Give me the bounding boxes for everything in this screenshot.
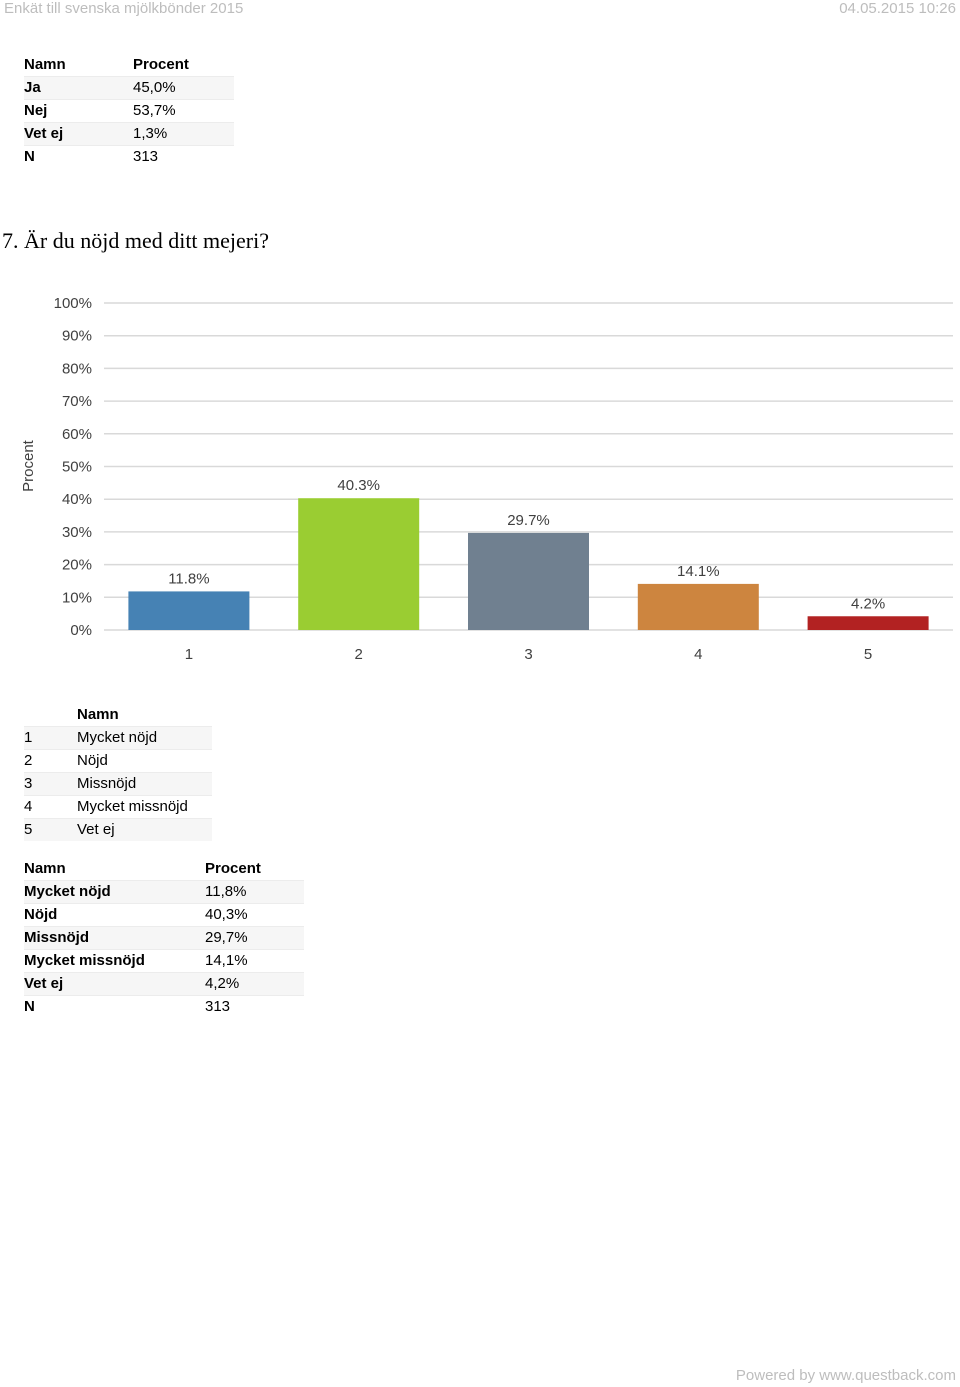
y-tick-label: 80%: [62, 360, 92, 377]
legend-row: 3 Missnöjd: [24, 772, 212, 796]
data-label: 4.2%: [851, 595, 885, 612]
bar: [128, 591, 250, 630]
category-legend-table: Namn 1 Mycket nöjd 2 Nöjd 3 Missnöjd 4 M…: [24, 704, 212, 841]
column-header-name: Namn: [24, 56, 66, 73]
legend-name: Mycket nöjd: [77, 726, 212, 750]
data-label: 14.1%: [677, 563, 720, 580]
legend-row: 4 Mycket missnöjd: [24, 795, 212, 819]
x-tick-label: 1: [185, 646, 193, 663]
column-header-percent: Procent: [133, 56, 189, 73]
results-table: Namn Procent Mycket nöjd 11,8% Nöjd 40,3…: [24, 858, 304, 1018]
row-value: 313: [205, 995, 304, 1018]
bar: [468, 532, 589, 630]
legend-num: 5: [24, 818, 77, 841]
row-name: Mycket missnöjd: [24, 949, 205, 973]
data-label: 11.8%: [168, 570, 209, 587]
row-value: 40,3%: [205, 903, 304, 927]
row-value: 14,1%: [205, 949, 304, 973]
y-axis-label: Procent: [20, 439, 37, 492]
table-row: N 313: [24, 995, 304, 1018]
data-label: 29.7%: [507, 512, 550, 529]
legend-num: 1: [24, 726, 77, 750]
table-row: N 313: [24, 145, 234, 168]
table-row: Vet ej 4,2%: [24, 972, 304, 996]
table-row: Ja 45,0%: [24, 76, 234, 100]
row-name: N: [24, 145, 133, 168]
question-title: 7. Är du nöjd med ditt mejeri?: [2, 228, 269, 253]
table-row: Nej 53,7%: [24, 99, 234, 123]
footer-credit: Powered by www.questback.com: [735, 1367, 956, 1384]
row-value: 4,2%: [205, 972, 304, 996]
y-tick-label: 10%: [62, 589, 92, 606]
table-row: Vet ej 1,3%: [24, 122, 234, 146]
bar-chart: 0% 10% 20% 30% 40% 50% 60% 70% 80% 90% 100% Procen…: [20, 295, 953, 663]
row-value: 29,7%: [205, 926, 304, 950]
legend-name: Mycket missnöjd: [77, 795, 212, 819]
row-value: 45,0%: [133, 76, 234, 100]
row-name: Vet ej: [24, 122, 133, 146]
legend-num: 2: [24, 749, 77, 773]
x-tick-label: 5: [864, 646, 872, 663]
bar: [807, 616, 929, 630]
previous-results-table: Namn Procent Ja 45,0% Nej 53,7% Vet ej 1…: [24, 54, 234, 168]
row-name: Ja: [24, 76, 133, 100]
row-name: Missnöjd: [24, 926, 205, 950]
legend-header-name: Namn: [77, 706, 119, 723]
x-tick-label: 4: [694, 646, 702, 663]
row-name: Nöjd: [24, 903, 205, 927]
row-name: N: [24, 995, 205, 1018]
bars: [128, 498, 929, 630]
x-axis-ticks: 1 2 3 4 5: [185, 646, 873, 663]
row-value: 11,8%: [205, 880, 304, 904]
y-tick-label: 70%: [62, 393, 92, 410]
bar: [637, 583, 759, 630]
y-tick-label: 20%: [62, 557, 92, 574]
y-tick-label: 0%: [70, 622, 92, 639]
y-tick-label: 100%: [54, 295, 92, 312]
y-axis-ticks: 0% 10% 20% 30% 40% 50% 60% 70% 80% 90% 100%: [54, 295, 92, 639]
row-name: Mycket nöjd: [24, 880, 205, 904]
data-label: 40.3%: [337, 477, 380, 494]
y-tick-label: 90%: [62, 328, 92, 345]
table-row: Nöjd 40,3%: [24, 903, 304, 927]
legend-row: 1 Mycket nöjd: [24, 726, 212, 750]
report-datetime: 04.05.2015 10:26: [839, 0, 956, 17]
row-value: 53,7%: [133, 99, 234, 123]
data-labels: 11.8% 40.3% 29.7% 14.1% 4.2%: [168, 477, 885, 612]
report-title: Enkät till svenska mjölkbönder 2015: [4, 0, 244, 17]
legend-name: Missnöjd: [77, 772, 212, 796]
y-tick-label: 60%: [62, 426, 92, 443]
legend-name: Nöjd: [77, 749, 212, 773]
y-tick-label: 40%: [62, 491, 92, 508]
column-header-name: Namn: [24, 860, 66, 877]
legend-row: 5 Vet ej: [24, 818, 212, 841]
y-tick-label: 30%: [62, 524, 92, 541]
legend-row: 2 Nöjd: [24, 749, 212, 773]
y-tick-label: 50%: [62, 459, 92, 476]
table-row: Missnöjd 29,7%: [24, 926, 304, 950]
row-name: Vet ej: [24, 972, 205, 996]
row-name: Nej: [24, 99, 133, 123]
legend-num: 3: [24, 772, 77, 796]
row-value: 1,3%: [133, 122, 234, 146]
x-tick-label: 3: [524, 646, 532, 663]
table-row: Mycket missnöjd 14,1%: [24, 949, 304, 973]
column-header-percent: Procent: [205, 860, 261, 877]
legend-name: Vet ej: [77, 818, 212, 841]
table-row: Mycket nöjd 11,8%: [24, 880, 304, 904]
x-tick-label: 2: [355, 646, 363, 663]
bar: [298, 498, 420, 630]
row-value: 313: [133, 145, 234, 168]
legend-num: 4: [24, 795, 77, 819]
